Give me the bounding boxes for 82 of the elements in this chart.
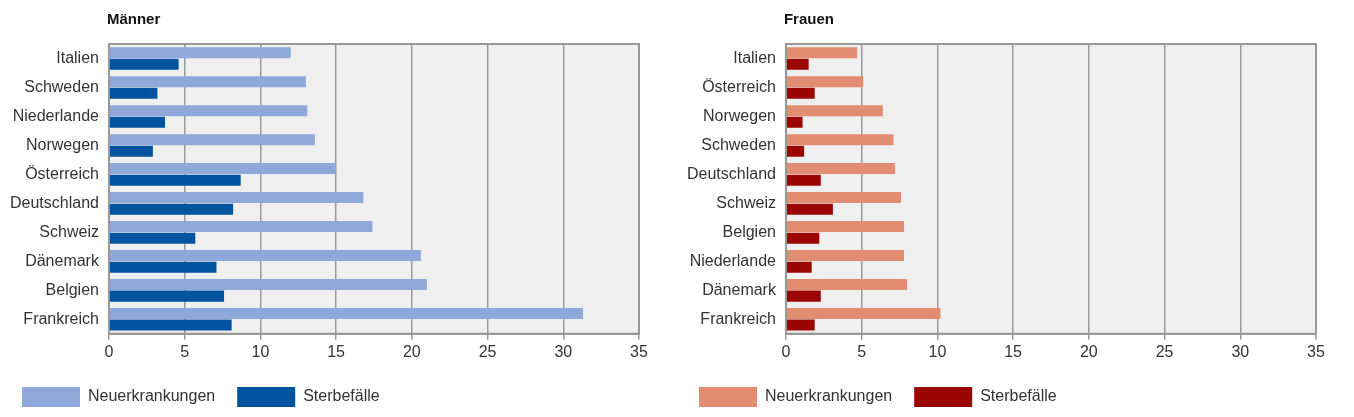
bar [109, 47, 291, 59]
y-tick-label: Frankreich [23, 309, 99, 327]
x-tick-label: 25 [478, 342, 497, 360]
x-tick-label: 10 [928, 342, 947, 360]
bar [109, 250, 421, 262]
bar [109, 105, 308, 117]
bar [786, 163, 895, 175]
y-tick-label: Österreich [702, 77, 776, 95]
bar [109, 308, 583, 320]
y-tick-label: Italien [56, 48, 99, 66]
bar [786, 47, 858, 59]
y-tick-label: Niederlande [689, 251, 777, 269]
x-tick-label: 5 [180, 342, 190, 360]
bar [786, 105, 883, 117]
bar [786, 87, 815, 99]
bar [109, 279, 427, 291]
bar [109, 221, 373, 233]
y-tick-label: Norwegen [26, 135, 99, 153]
chart-title: Frauen [783, 10, 834, 27]
y-tick-label: Italien [733, 48, 776, 66]
y-tick-label: Deutschland [686, 164, 776, 182]
bar [786, 279, 908, 291]
x-tick-label: 5 [857, 342, 867, 360]
bar [109, 116, 165, 128]
y-tick-label: Belgien [45, 280, 99, 298]
bar [109, 58, 179, 70]
x-tick-label: 30 [1231, 342, 1250, 360]
x-tick-label: 20 [402, 342, 421, 360]
legend-label: Neuerkrankungen [765, 387, 893, 405]
bar [109, 76, 306, 88]
y-tick-label: Österreich [25, 164, 99, 182]
bar [786, 58, 809, 70]
x-tick-label: 30 [554, 342, 573, 360]
y-tick-label: Dänemark [702, 280, 777, 298]
y-tick-label: Frankreich [700, 309, 776, 327]
x-tick-label: 15 [327, 342, 346, 360]
x-tick-label: 0 [781, 342, 791, 360]
y-tick-label: Schweiz [716, 193, 776, 211]
x-tick-label: 0 [104, 342, 114, 360]
bar [786, 232, 820, 244]
x-tick-label: 15 [1004, 342, 1023, 360]
bar [109, 192, 364, 204]
bar [786, 203, 833, 215]
bar [786, 250, 905, 262]
bar [109, 232, 196, 244]
chart-title: Männer [106, 10, 161, 27]
x-tick-label: 10 [251, 342, 270, 360]
x-tick-label: 20 [1079, 342, 1098, 360]
bar [109, 87, 158, 99]
bar [786, 261, 812, 273]
x-tick-label: 35 [1307, 342, 1325, 360]
x-tick-label: 35 [630, 342, 648, 360]
x-tick-label: 25 [1155, 342, 1174, 360]
bar [109, 290, 225, 302]
bar [786, 221, 905, 233]
y-tick-label: Norwegen [703, 106, 776, 124]
bar [109, 163, 337, 175]
bar [109, 319, 232, 331]
y-tick-label: Deutschland [9, 193, 99, 211]
y-tick-label: Niederlande [12, 106, 100, 124]
bar [786, 319, 815, 331]
legend-label: Sterbefälle [980, 387, 1057, 405]
bar [786, 290, 821, 302]
bar [109, 145, 153, 157]
bar [109, 203, 234, 215]
y-tick-label: Schweden [24, 77, 99, 95]
bar [786, 116, 803, 128]
legend-label: Neuerkrankungen [88, 387, 216, 405]
bar [109, 134, 315, 146]
y-tick-label: Schweiz [39, 222, 99, 240]
bar [786, 145, 805, 157]
bar [109, 261, 217, 273]
bar [109, 174, 241, 186]
bar [786, 76, 864, 88]
bar [786, 134, 894, 146]
bar [786, 308, 941, 320]
y-tick-label: Schweden [701, 135, 776, 153]
legend-label: Sterbefälle [303, 387, 380, 405]
y-tick-label: Belgien [722, 222, 776, 240]
bar [786, 192, 902, 204]
y-tick-label: Dänemark [25, 251, 100, 269]
bar [786, 174, 821, 186]
